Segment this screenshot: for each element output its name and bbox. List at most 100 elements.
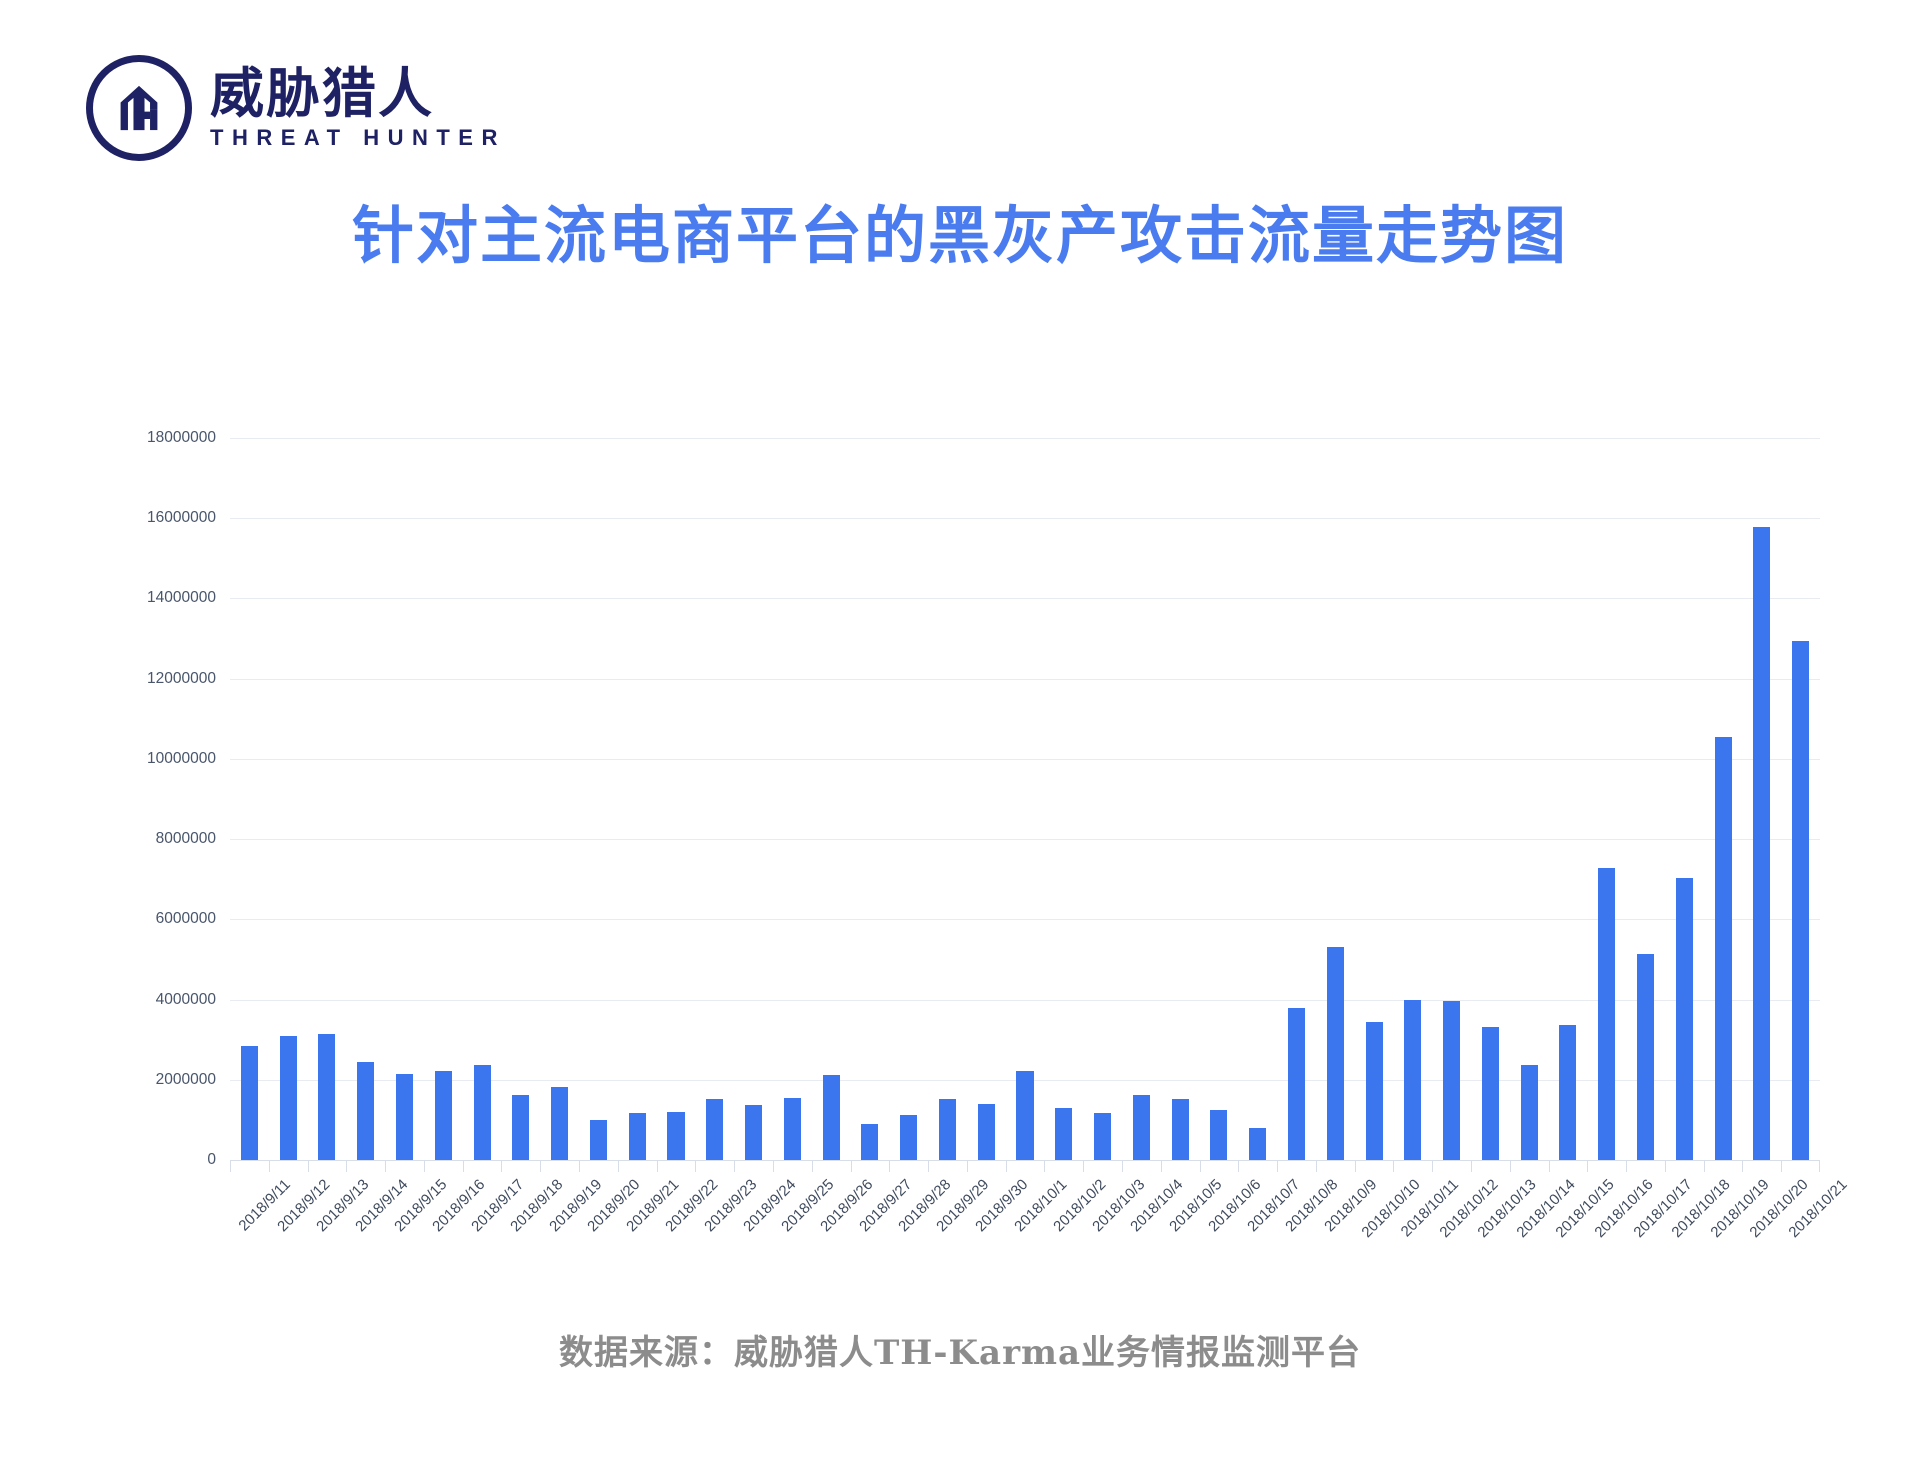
bar[interactable] xyxy=(1249,1128,1267,1160)
bar[interactable] xyxy=(1675,877,1693,1160)
bar[interactable] xyxy=(318,1034,336,1160)
x-axis-label-cell: 2018/9/11 xyxy=(230,1174,294,1294)
brand-logo: 威胁猎人 THREAT HUNTER xyxy=(86,55,506,161)
bar-slot[interactable] xyxy=(463,438,502,1160)
bar[interactable] xyxy=(1132,1095,1150,1160)
bar-slot[interactable] xyxy=(501,438,540,1160)
bar-slot[interactable] xyxy=(657,438,696,1160)
bar[interactable] xyxy=(1326,946,1344,1160)
bar-slot[interactable] xyxy=(1044,438,1083,1160)
x-axis-tick xyxy=(889,1160,928,1172)
bar-slot[interactable] xyxy=(346,438,385,1160)
gridline xyxy=(230,1160,1820,1161)
bar-slot[interactable] xyxy=(308,438,347,1160)
bar-slot[interactable] xyxy=(1510,438,1549,1160)
bar[interactable] xyxy=(1636,954,1655,1160)
bar[interactable] xyxy=(1365,1021,1383,1160)
bar[interactable] xyxy=(1210,1109,1228,1160)
bar-slot[interactable] xyxy=(1277,438,1316,1160)
bar-slot[interactable] xyxy=(1200,438,1239,1160)
y-axis-tick-label: 8000000 xyxy=(155,830,216,848)
bar-slot[interactable] xyxy=(773,438,812,1160)
bar-slot[interactable] xyxy=(851,438,890,1160)
bar[interactable] xyxy=(900,1114,918,1160)
bar-slot[interactable] xyxy=(1742,438,1781,1160)
bar-slot[interactable] xyxy=(1006,438,1045,1160)
x-axis-tick xyxy=(1742,1160,1781,1172)
bar-slot[interactable] xyxy=(1587,438,1626,1160)
bar-slot[interactable] xyxy=(695,438,734,1160)
bar[interactable] xyxy=(512,1095,530,1160)
bar[interactable] xyxy=(1520,1064,1538,1160)
bar[interactable] xyxy=(357,1061,375,1160)
bar[interactable] xyxy=(434,1070,452,1160)
x-axis-label-cell: 2018/10/14 xyxy=(1510,1174,1579,1294)
bar-slot[interactable] xyxy=(967,438,1006,1160)
bar-slot[interactable] xyxy=(812,438,851,1160)
bar-slot[interactable] xyxy=(1355,438,1394,1160)
bar[interactable] xyxy=(395,1073,414,1160)
y-axis-tick-label: 0 xyxy=(207,1151,216,1168)
bar[interactable] xyxy=(745,1105,763,1160)
bar[interactable] xyxy=(1598,867,1616,1160)
bar[interactable] xyxy=(1714,737,1732,1160)
bar[interactable] xyxy=(1055,1108,1073,1160)
x-axis-tick xyxy=(1005,1160,1045,1172)
bar-slot[interactable] xyxy=(1665,438,1704,1160)
bar[interactable] xyxy=(240,1046,258,1160)
bar-slot[interactable] xyxy=(230,438,269,1160)
bar[interactable] xyxy=(551,1086,569,1160)
bar-slot[interactable] xyxy=(269,438,308,1160)
brand-wordmark: 威胁猎人 THREAT HUNTER xyxy=(210,65,506,150)
bar-slot[interactable] xyxy=(889,438,928,1160)
bar-slot[interactable] xyxy=(424,438,463,1160)
bar-slot[interactable] xyxy=(734,438,773,1160)
bar[interactable] xyxy=(1171,1098,1189,1160)
bar[interactable] xyxy=(628,1113,646,1160)
bar-slot[interactable] xyxy=(1704,438,1743,1160)
bar[interactable] xyxy=(473,1065,491,1160)
bar-slot[interactable] xyxy=(1393,438,1432,1160)
x-axis-label-cell: 2018/10/10 xyxy=(1355,1174,1423,1294)
bar-slot[interactable] xyxy=(928,438,967,1160)
bar-slot[interactable] xyxy=(618,438,657,1160)
bar-slot[interactable] xyxy=(1083,438,1122,1160)
bar[interactable] xyxy=(1016,1070,1034,1160)
bar[interactable] xyxy=(1443,1000,1461,1160)
bar-slot[interactable] xyxy=(1316,438,1355,1160)
bar[interactable] xyxy=(861,1123,879,1160)
bar-slot[interactable] xyxy=(1781,438,1820,1160)
bar[interactable] xyxy=(1481,1027,1499,1160)
y-axis-tick-label: 2000000 xyxy=(155,1070,216,1088)
x-axis-label-cell: 2018/10/17 xyxy=(1626,1174,1695,1294)
bar-slot[interactable] xyxy=(1122,438,1161,1160)
x-axis-tick xyxy=(1664,1160,1704,1172)
x-axis-tick xyxy=(811,1160,851,1172)
x-axis-label-cell: 2018/10/6 xyxy=(1200,1174,1264,1294)
bar-slot[interactable] xyxy=(1549,438,1588,1160)
bar[interactable] xyxy=(938,1099,956,1160)
bar[interactable] xyxy=(1753,526,1771,1160)
bar-slot[interactable] xyxy=(1471,438,1510,1160)
bar[interactable] xyxy=(279,1036,297,1160)
bar[interactable] xyxy=(1287,1007,1306,1160)
bar-slot[interactable] xyxy=(385,438,424,1160)
bar[interactable] xyxy=(589,1119,607,1160)
bar[interactable] xyxy=(1559,1024,1577,1160)
bar-slot[interactable] xyxy=(1432,438,1471,1160)
bar[interactable] xyxy=(822,1074,840,1160)
bar-slot[interactable] xyxy=(1626,438,1665,1160)
bar[interactable] xyxy=(1792,641,1810,1160)
bar-slot[interactable] xyxy=(1238,438,1277,1160)
bar[interactable] xyxy=(783,1098,801,1160)
bar[interactable] xyxy=(1404,999,1422,1160)
bar-slot[interactable] xyxy=(579,438,618,1160)
bar[interactable] xyxy=(1094,1113,1112,1160)
x-axis-label-cell: 2018/9/18 xyxy=(501,1174,566,1294)
bar-slot[interactable] xyxy=(1161,438,1200,1160)
bar-slot[interactable] xyxy=(540,438,579,1160)
bar[interactable] xyxy=(977,1103,995,1160)
bar[interactable] xyxy=(706,1099,724,1160)
bar[interactable] xyxy=(667,1111,685,1160)
gridline xyxy=(230,839,1820,841)
